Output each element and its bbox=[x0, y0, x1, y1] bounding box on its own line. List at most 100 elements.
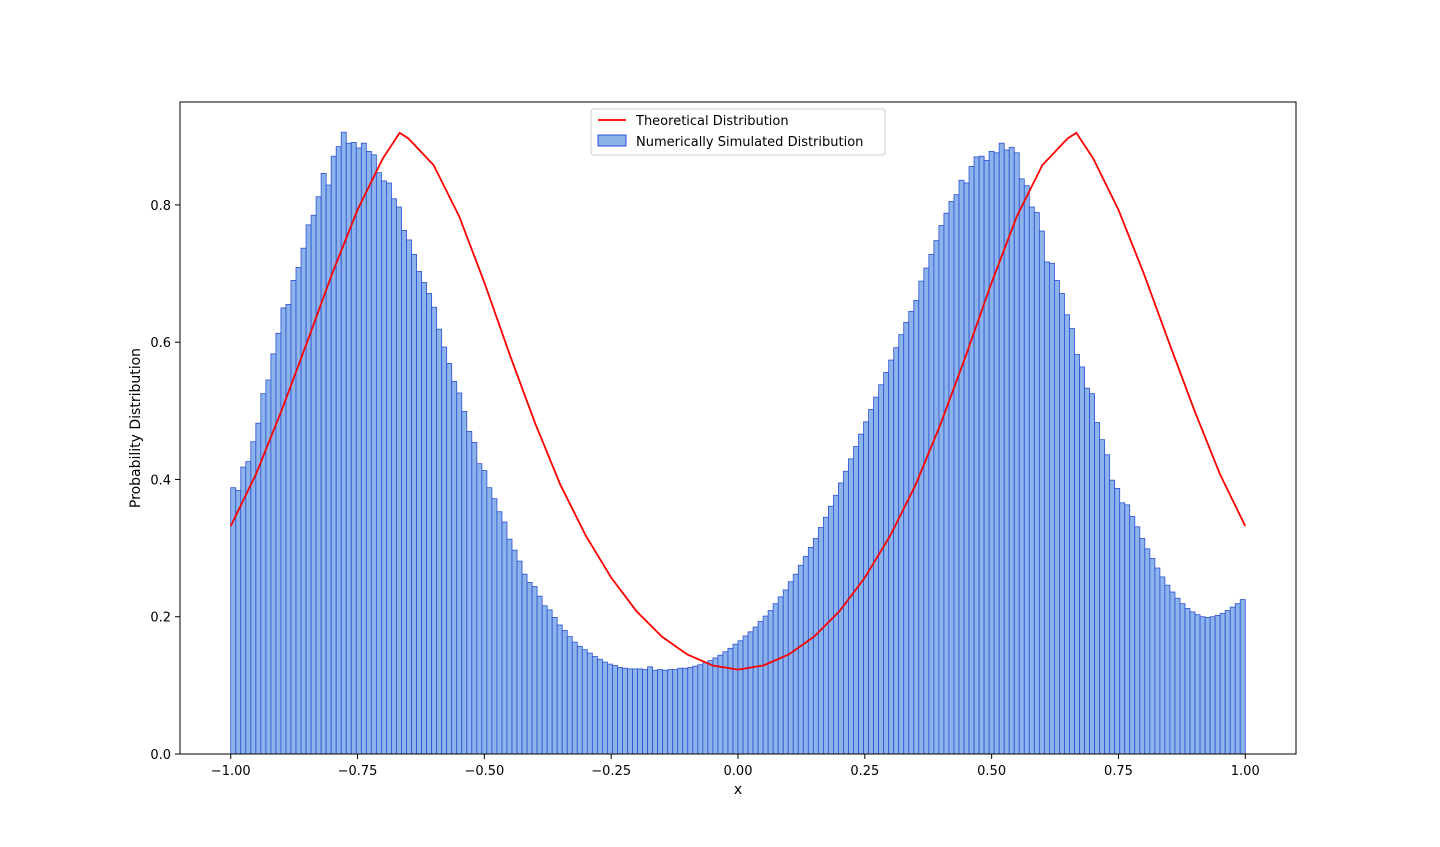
histogram-bar bbox=[1079, 366, 1085, 755]
histogram-bar bbox=[275, 332, 282, 755]
histogram-bar bbox=[848, 458, 854, 755]
histogram-bar bbox=[456, 392, 463, 755]
histogram-bar bbox=[873, 396, 880, 755]
histogram-bar bbox=[1059, 293, 1065, 755]
histogram-bar bbox=[1099, 439, 1106, 755]
histogram-bar bbox=[777, 596, 784, 755]
histogram-bar bbox=[1159, 576, 1166, 755]
histogram-bar bbox=[401, 229, 407, 755]
y-axis-label: Probability Distribution bbox=[128, 348, 144, 508]
histogram-bar bbox=[727, 647, 734, 755]
histogram-bar bbox=[752, 626, 759, 755]
histogram-bar bbox=[1229, 606, 1236, 755]
histogram-bar bbox=[782, 589, 789, 755]
histogram-bar bbox=[863, 421, 869, 755]
histogram-bar bbox=[350, 142, 357, 755]
histogram-bar bbox=[1214, 614, 1221, 755]
histogram-bar bbox=[290, 280, 297, 755]
histogram-bar bbox=[607, 663, 613, 755]
histogram-bar bbox=[677, 667, 684, 755]
histogram-bar bbox=[476, 463, 483, 755]
histogram-bar bbox=[968, 166, 975, 755]
histogram-bar bbox=[812, 538, 819, 755]
histogram-bar bbox=[878, 384, 885, 755]
histogram-bar bbox=[521, 573, 528, 755]
x-tick-label: −1.00 bbox=[211, 764, 251, 779]
histogram-bar bbox=[1149, 558, 1156, 755]
histogram-bar bbox=[868, 409, 875, 755]
histogram-bar bbox=[697, 664, 704, 755]
histogram-bar bbox=[381, 180, 387, 755]
histogram-bar bbox=[541, 605, 548, 755]
histogram-bar bbox=[787, 581, 794, 755]
histogram-bar bbox=[1018, 178, 1025, 755]
histogram-bar bbox=[632, 668, 638, 755]
histogram-bar bbox=[270, 353, 277, 755]
histogram-bar bbox=[491, 498, 498, 755]
histogram-bar bbox=[1239, 599, 1246, 755]
histogram-bar bbox=[325, 184, 332, 755]
histogram-bar bbox=[315, 196, 322, 755]
histogram-bar bbox=[591, 656, 598, 755]
histogram-bar bbox=[310, 214, 317, 755]
histogram-bar bbox=[908, 310, 915, 755]
histogram-bar bbox=[1104, 454, 1111, 755]
histogram-bar bbox=[913, 299, 920, 755]
histogram-bar bbox=[652, 669, 659, 755]
histogram-bar bbox=[386, 182, 392, 755]
histogram-bar bbox=[1043, 261, 1050, 755]
histogram-bar bbox=[1013, 152, 1020, 755]
histogram-bar bbox=[918, 280, 925, 755]
x-tick-label: 0.00 bbox=[724, 764, 753, 779]
histogram-bar bbox=[772, 603, 779, 755]
legend-box bbox=[590, 108, 886, 156]
histogram-bar bbox=[1194, 614, 1201, 755]
histogram-bar bbox=[305, 224, 312, 755]
histogram-bar bbox=[355, 147, 362, 755]
y-tick-label: 0.2 bbox=[150, 611, 171, 626]
histogram-bar bbox=[320, 172, 327, 755]
histogram-bar bbox=[551, 617, 558, 755]
histogram-bar bbox=[1224, 610, 1231, 755]
histogram-bar bbox=[1054, 280, 1060, 755]
histogram-bar bbox=[536, 595, 543, 755]
histogram-bar bbox=[421, 282, 428, 755]
x-tick-label: −0.50 bbox=[464, 764, 504, 779]
histogram-bar bbox=[843, 470, 849, 755]
histogram-bar bbox=[1064, 314, 1070, 755]
legend-label-simulated: Numerically Simulated Distribution bbox=[636, 135, 863, 150]
histogram-bar bbox=[250, 441, 257, 755]
histogram-bar bbox=[797, 564, 804, 755]
histogram-bar bbox=[1084, 387, 1090, 755]
histogram-bar bbox=[506, 538, 513, 755]
histogram-bar bbox=[556, 624, 563, 755]
histogram-bar bbox=[702, 662, 709, 755]
legend: Theoretical Distribution Numerically Sim… bbox=[590, 108, 886, 156]
histogram-bar bbox=[1129, 516, 1136, 755]
histogram-bar bbox=[596, 658, 603, 755]
histogram-bar bbox=[622, 667, 628, 755]
histogram-bar bbox=[938, 225, 945, 755]
histogram-bar bbox=[838, 482, 844, 755]
histogram-bar bbox=[561, 630, 568, 755]
histogram-bar bbox=[436, 328, 443, 755]
histogram-bar bbox=[637, 668, 643, 755]
histogram-bar bbox=[747, 631, 754, 755]
histogram-bar bbox=[833, 494, 839, 755]
histogram-bar bbox=[993, 152, 1000, 755]
histogram-bar bbox=[732, 643, 739, 755]
histogram-bar bbox=[295, 267, 302, 755]
x-tick-label: −0.25 bbox=[591, 764, 631, 779]
histogram-bar bbox=[627, 668, 633, 755]
legend-bar-swatch bbox=[597, 134, 627, 147]
histogram-bar bbox=[1199, 616, 1206, 755]
histogram-bar bbox=[853, 446, 859, 755]
histogram-bar bbox=[617, 667, 623, 755]
histogram-bar bbox=[526, 582, 533, 755]
histogram-bar bbox=[973, 156, 980, 755]
y-axis-ticks: 0.0 0.2 0.4 0.6 0.8 bbox=[150, 199, 180, 763]
histogram-bar bbox=[1189, 611, 1196, 755]
histogram-bar bbox=[330, 155, 337, 755]
histogram-bar bbox=[1109, 479, 1116, 755]
